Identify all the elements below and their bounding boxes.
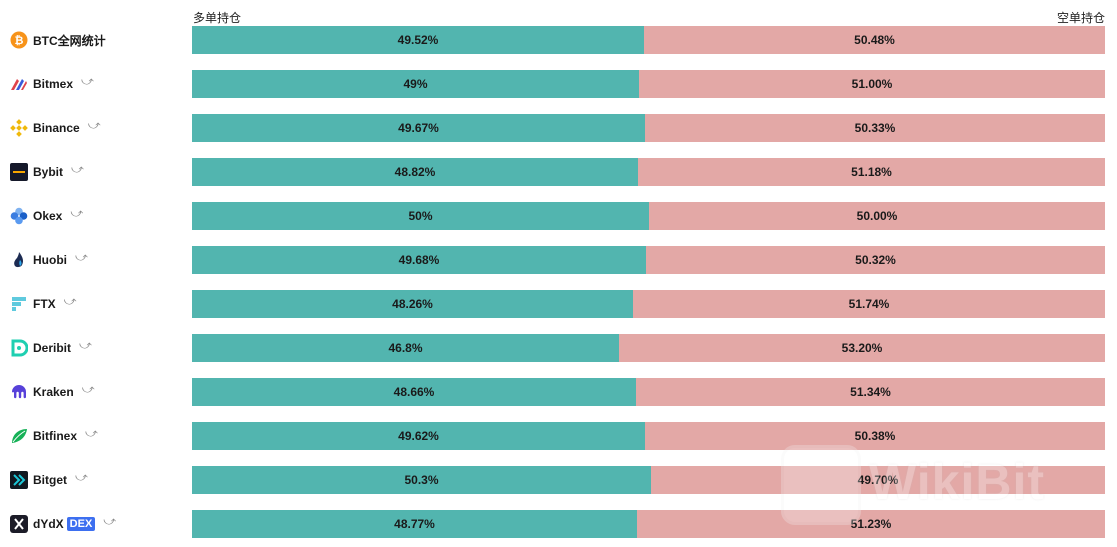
chart-row: Okex ⤻ 50% 50.00% <box>0 202 1117 230</box>
ratio-bar: 48.66% 51.34% <box>192 378 1105 406</box>
share-icon[interactable]: ⤻ <box>75 469 88 484</box>
ratio-bar: 48.26% 51.74% <box>192 290 1105 318</box>
chart-row: Binance ⤻ 49.67% 50.33% <box>0 114 1117 142</box>
long-bar-segment: 46.8% <box>192 334 619 362</box>
long-positions-header: 多单持仓 <box>193 11 242 25</box>
chart-row: Kraken ⤻ 48.66% 51.34% <box>0 378 1117 406</box>
bybit-icon <box>10 163 28 181</box>
share-icon[interactable]: ⤻ <box>103 513 117 528</box>
short-bar-segment: 51.00% <box>639 70 1105 98</box>
exchange-name: Binance <box>33 121 80 135</box>
exchange-name: FTX <box>33 297 56 311</box>
long-bar-segment: 50.3% <box>192 466 651 494</box>
ratio-bar: 50.3% 49.70% <box>192 466 1105 494</box>
ratio-bar: 49.62% 50.38% <box>192 422 1105 450</box>
short-bar-segment: 50.32% <box>646 246 1105 274</box>
long-bar-segment: 49.52% <box>192 26 644 54</box>
long-bar-segment: 50% <box>192 202 649 230</box>
exchange-name: Bitmex <box>33 77 74 91</box>
exchange-label: Bitget ⤻ <box>10 466 88 494</box>
short-bar-segment: 51.18% <box>638 158 1105 186</box>
exchange-name: Bitfinex <box>33 429 78 443</box>
deribit-icon <box>10 339 29 357</box>
okex-icon <box>10 207 28 225</box>
short-bar-segment: 53.20% <box>619 334 1105 362</box>
kraken-icon <box>10 383 28 401</box>
dydx-icon <box>10 515 28 533</box>
exchange-name: dYdX <box>33 517 64 531</box>
short-bar-segment: 50.00% <box>649 202 1105 230</box>
ratio-bar: 48.82% 51.18% <box>192 158 1105 186</box>
ratio-bar: 49% 51.00% <box>192 70 1105 98</box>
ratio-bar: 49.68% 50.32% <box>192 246 1105 274</box>
long-bar-segment: 48.26% <box>192 290 633 318</box>
bitcoin-icon: ₿ <box>10 31 28 49</box>
exchange-name: Huobi <box>33 253 67 267</box>
ratio-bar: 46.8% 53.20% <box>192 334 1105 362</box>
short-bar-segment: 50.38% <box>645 422 1105 450</box>
short-bar-segment: 49.70% <box>651 466 1105 494</box>
exchange-name: Bybit <box>33 165 63 179</box>
bitfinex-icon <box>10 427 28 445</box>
share-icon[interactable]: ⤻ <box>75 249 88 264</box>
dex-badge: DEX <box>66 517 96 531</box>
exchange-label: FTX ⤻ <box>10 290 77 318</box>
exchange-label: Huobi ⤻ <box>10 246 88 274</box>
exchange-label: Binance ⤻ <box>10 114 101 142</box>
chart-row: Huobi ⤻ 49.68% 50.32% <box>0 246 1117 274</box>
exchange-name: Deribit <box>33 341 72 355</box>
share-icon[interactable]: ⤻ <box>79 337 92 352</box>
long-bar-segment: 48.66% <box>192 378 636 406</box>
chart-row: Bybit ⤻ 48.82% 51.18% <box>0 158 1117 186</box>
exchange-name: Kraken <box>33 385 74 399</box>
share-icon[interactable]: ⤻ <box>63 293 77 308</box>
bitget-icon <box>10 471 28 489</box>
long-bar-segment: 48.82% <box>192 158 638 186</box>
share-icon[interactable]: ⤻ <box>85 425 98 440</box>
exchange-label: Deribit ⤻ <box>10 334 92 362</box>
chart-row: Deribit ⤻ 46.8% 53.20% <box>0 334 1117 362</box>
chart-row: Bitfinex ⤻ 49.62% 50.38% <box>0 422 1117 450</box>
long-bar-segment: 49% <box>192 70 639 98</box>
exchange-label: Okex ⤻ <box>10 202 83 230</box>
exchange-label: dYdX DEX ⤻ <box>10 510 116 538</box>
ratio-bar: 49.67% 50.33% <box>192 114 1105 142</box>
exchange-label: Kraken ⤻ <box>10 378 95 406</box>
long-bar-segment: 49.67% <box>192 114 645 142</box>
chart-row: Bitmex ⤻ 49% 51.00% <box>0 70 1117 98</box>
huobi-icon <box>10 251 28 269</box>
exchange-label: Bitfinex ⤻ <box>10 422 98 450</box>
short-bar-segment: 51.34% <box>636 378 1105 406</box>
exchange-name: Bitget <box>33 473 67 487</box>
share-icon[interactable]: ⤻ <box>70 205 84 220</box>
long-bar-segment: 49.68% <box>192 246 646 274</box>
exchange-label: Bybit ⤻ <box>10 158 84 186</box>
short-bar-segment: 50.48% <box>644 26 1105 54</box>
share-icon[interactable]: ⤻ <box>81 73 94 88</box>
exchange-label: ₿ BTC全网统计 <box>10 26 106 54</box>
short-bar-segment: 51.23% <box>637 510 1105 538</box>
chart-row: ₿ BTC全网统计 49.52% 50.48% <box>0 26 1117 54</box>
exchange-label: Bitmex ⤻ <box>10 70 94 98</box>
chart-row: Bitget ⤻ 50.3% 49.70% <box>0 466 1117 494</box>
share-icon[interactable]: ⤻ <box>87 117 101 132</box>
exchange-name: BTC全网统计 <box>33 33 106 48</box>
chart-row: dYdX DEX ⤻ 48.77% 51.23% <box>0 510 1117 538</box>
bitmex-icon <box>10 75 28 93</box>
ratio-bar: 50% 50.00% <box>192 202 1105 230</box>
share-icon[interactable]: ⤻ <box>71 161 84 176</box>
ftx-icon <box>10 295 28 313</box>
short-bar-segment: 50.33% <box>645 114 1105 142</box>
short-positions-header: 空单持仓 <box>1056 11 1105 25</box>
exchange-name: Okex <box>33 209 63 223</box>
binance-icon <box>10 119 28 137</box>
share-icon[interactable]: ⤻ <box>81 381 95 396</box>
long-bar-segment: 48.77% <box>192 510 637 538</box>
svg-text:₿: ₿ <box>15 35 24 47</box>
ratio-bar: 49.52% 50.48% <box>192 26 1105 54</box>
short-bar-segment: 51.74% <box>633 290 1105 318</box>
chart-row: FTX ⤻ 48.26% 51.74% <box>0 290 1117 318</box>
ratio-bar: 48.77% 51.23% <box>192 510 1105 538</box>
long-bar-segment: 49.62% <box>192 422 645 450</box>
